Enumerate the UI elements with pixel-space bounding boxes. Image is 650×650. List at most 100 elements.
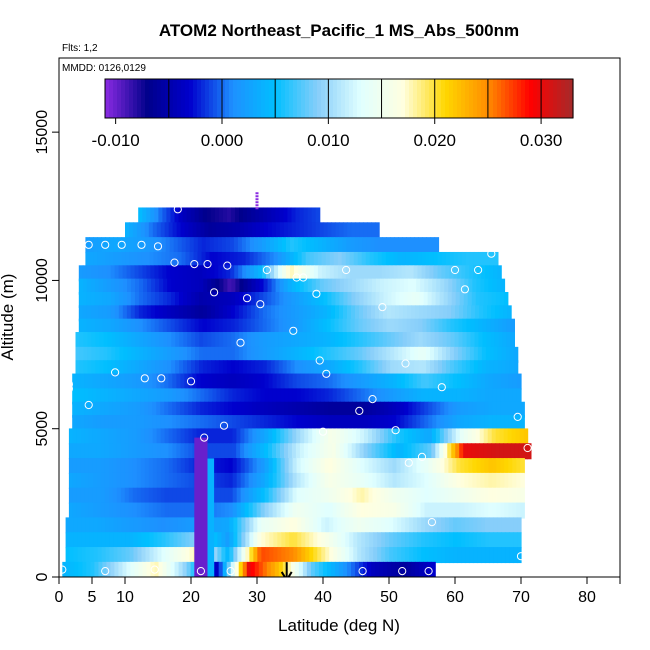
- heatmap-cell: [520, 487, 525, 504]
- heatmap-cell: [428, 278, 433, 295]
- heatmap-cell: [222, 305, 228, 322]
- heatmap-cell: [88, 443, 94, 460]
- heatmap-cell: [270, 360, 276, 377]
- heatmap-cell: [223, 291, 228, 309]
- heatmap-cell: [302, 305, 308, 322]
- heatmap-cell: [316, 388, 322, 405]
- heatmap-cell: [229, 237, 235, 254]
- heatmap-cell: [472, 502, 477, 519]
- heatmap-cell: [422, 237, 428, 254]
- heatmap-cell: [251, 207, 256, 224]
- colorbar-segment: [277, 79, 282, 118]
- heatmap-cell: [354, 332, 360, 349]
- heatmap-cell: [351, 561, 356, 577]
- heatmap-cell: [178, 207, 184, 224]
- heatmap-cell: [241, 532, 246, 549]
- sample-point: [153, 242, 163, 251]
- heatmap-cell: [383, 561, 388, 577]
- heatmap-cell: [451, 305, 456, 322]
- heatmap-cell: [109, 237, 115, 254]
- heatmap-cell: [508, 401, 513, 418]
- heatmap-cell: [264, 502, 270, 519]
- heatmap-cell: [516, 487, 521, 504]
- heatmap-cell: [368, 428, 373, 445]
- heatmap-cell: [400, 373, 406, 390]
- heatmap-cell: [336, 502, 342, 519]
- y-tick-label: 10000: [34, 258, 51, 303]
- heatmap-cell: [445, 346, 451, 363]
- heatmap-cell: [504, 388, 510, 405]
- heatmap-cell: [389, 532, 394, 549]
- heatmap-cell: [393, 547, 398, 564]
- heatmap-cell: [493, 265, 498, 282]
- heatmap-cell: [264, 388, 270, 405]
- heatmap-cell: [416, 401, 421, 418]
- heatmap-cell: [326, 332, 332, 349]
- heatmap-cell: [152, 373, 157, 390]
- heatmap-cell: [356, 502, 362, 519]
- heatmap-cell: [120, 388, 125, 405]
- heatmap-cell: [457, 360, 463, 377]
- heatmap-cell: [405, 532, 410, 549]
- heatmap-cell: [186, 561, 192, 577]
- heatmap-cell: [501, 360, 507, 377]
- heatmap-cell: [305, 517, 310, 534]
- heatmap-cell: [125, 517, 131, 534]
- heatmap-cell: [366, 332, 372, 349]
- heatmap-cell: [472, 458, 477, 475]
- heatmap-cell: [146, 561, 152, 577]
- heatmap-cell: [424, 388, 430, 405]
- heatmap-cell: [320, 502, 326, 519]
- heatmap-cell: [486, 332, 492, 349]
- heatmap-cell: [366, 360, 371, 377]
- colorbar-segment: [481, 79, 486, 118]
- heatmap-cell: [332, 502, 338, 519]
- heatmap-cell: [172, 472, 178, 489]
- heatmap-cell: [210, 265, 215, 282]
- heatmap-cell: [267, 291, 272, 309]
- heatmap-cell: [120, 443, 126, 460]
- colorbar-segment: [553, 79, 558, 118]
- heatmap-cell: [216, 487, 222, 504]
- heatmap-cell: [448, 278, 453, 295]
- x-tick-label: 80: [578, 589, 596, 606]
- heatmap-cell: [90, 278, 96, 295]
- heatmap-cell: [270, 265, 275, 282]
- heatmap-cell: [206, 207, 212, 224]
- heatmap-cell: [294, 346, 300, 363]
- heatmap-cell: [222, 346, 228, 363]
- heatmap-cell: [301, 547, 306, 564]
- heatmap-cell: [236, 388, 242, 405]
- heatmap-cell: [272, 502, 278, 519]
- heatmap-cell: [382, 237, 387, 254]
- heatmap-cell: [418, 318, 424, 335]
- colorbar-segment: [333, 79, 338, 118]
- heatmap-cell: [395, 561, 400, 577]
- heatmap-cell: [100, 401, 105, 418]
- heatmap-cell: [202, 207, 208, 224]
- heatmap-cell: [449, 251, 455, 268]
- heatmap-cell: [336, 401, 341, 418]
- heatmap-cell: [239, 291, 244, 309]
- heatmap-cell: [267, 278, 273, 295]
- heatmap-cell: [492, 502, 497, 519]
- heatmap-cell: [509, 360, 515, 377]
- heatmap-cell: [111, 346, 116, 363]
- heatmap-cell: [399, 428, 405, 445]
- heatmap-cell: [136, 458, 142, 475]
- heatmap-cell: [212, 373, 218, 390]
- colorbar-segment: [337, 79, 342, 118]
- heatmap-cell: [126, 278, 132, 295]
- heatmap-cell: [310, 318, 316, 335]
- heatmap-cell: [471, 443, 476, 460]
- heatmap-cell: [98, 291, 104, 309]
- sample-point: [391, 426, 400, 435]
- heatmap-cell: [142, 561, 148, 577]
- heatmap-cell: [360, 458, 366, 475]
- heatmap-cell: [235, 207, 240, 224]
- heatmap-cell: [176, 428, 182, 445]
- heatmap-cell: [504, 401, 509, 418]
- sample-point: [111, 368, 120, 377]
- heatmap-cell: [118, 561, 124, 577]
- heatmap-cell: [440, 278, 445, 295]
